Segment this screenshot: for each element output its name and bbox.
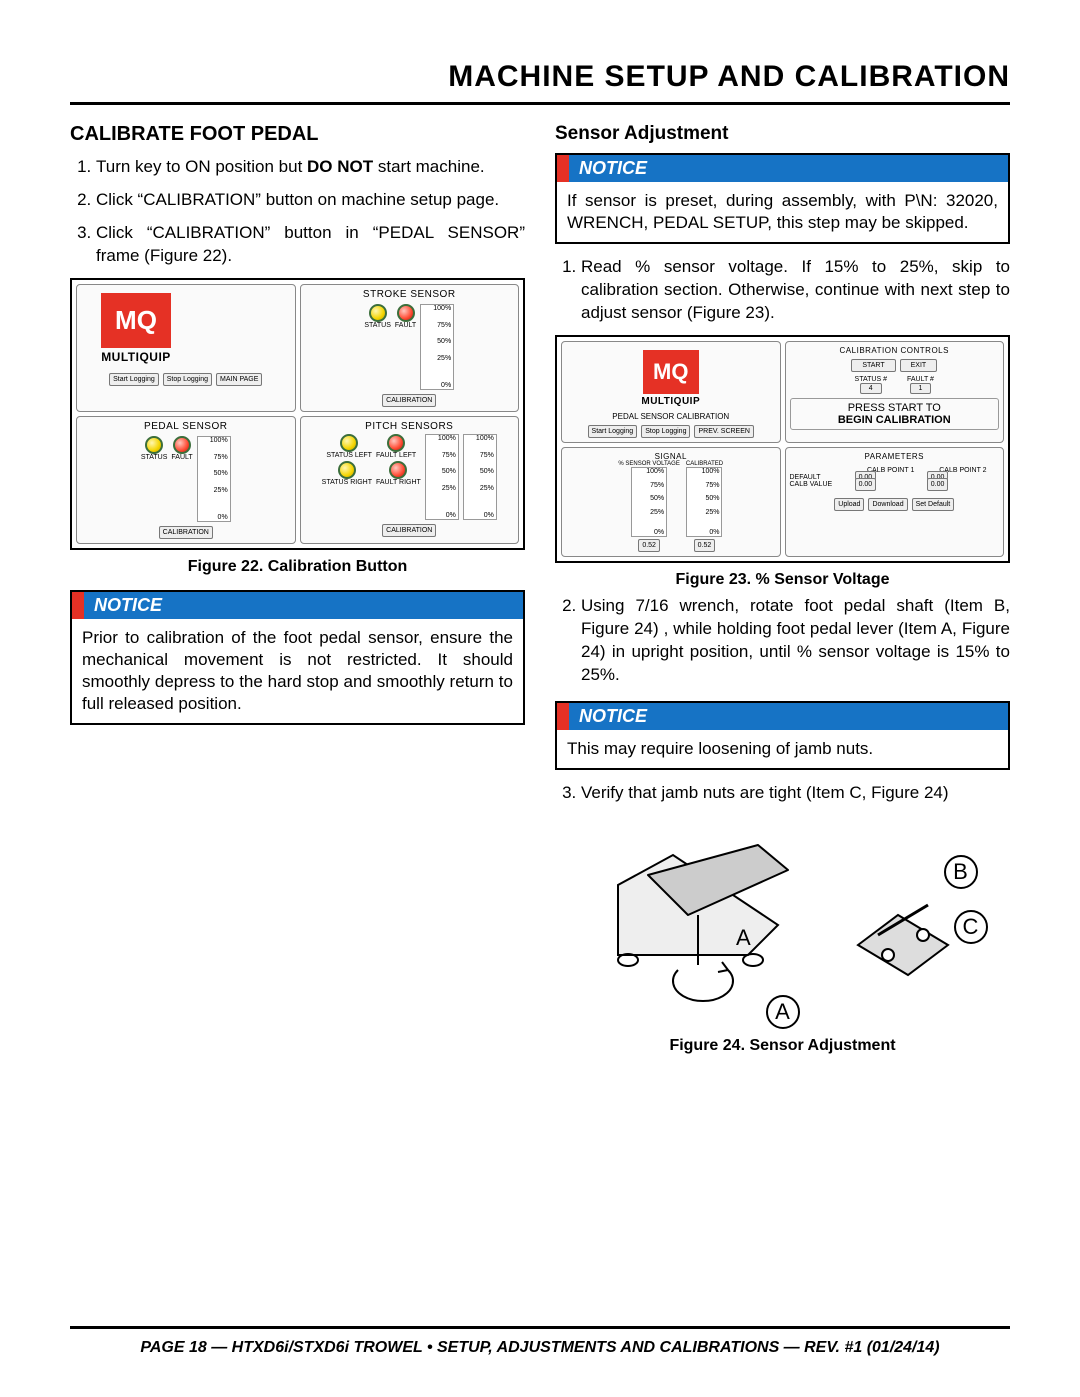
left-column: CALIBRATE FOOT PEDAL Turn key to ON posi…: [70, 123, 525, 1061]
start-button[interactable]: START: [851, 359, 895, 372]
mq-logo-icon: MQ: [101, 293, 171, 348]
notice-box-r2: NOTICE This may require loosening of jam…: [555, 701, 1010, 770]
cal-gauge: 100% 75% 50% 25% 0%: [686, 467, 722, 537]
sensor-steps-a: Read % sensor voltage. If 15% to 25%, sk…: [555, 256, 1010, 325]
notice-text: If sensor is preset, during assembly, wi…: [557, 182, 1008, 242]
figure-22-caption: Figure 22. Calibration Button: [70, 558, 525, 576]
callout-c: C: [954, 910, 988, 944]
pitch-gauge-l: 100% 75% 50% 25% 0%: [425, 434, 459, 520]
signal-panel: SIGNAL % SENSOR VOLTAGE 100% 75% 50% 25%…: [561, 447, 781, 557]
calibration-button[interactable]: CALIBRATION: [159, 526, 213, 539]
status-value: 4: [860, 383, 882, 394]
fault-led-icon: [173, 436, 191, 454]
callout-a: A: [766, 995, 800, 1029]
parameters-panel: PARAMETERS CALB POINT 1CALB POINT 2 DEFA…: [785, 447, 1005, 557]
notice-label: NOTICE: [557, 155, 1008, 182]
logo-psc-panel: MQ MULTIQUIP PEDAL SENSOR CALIBRATION St…: [561, 341, 781, 443]
calibration-button[interactable]: CALIBRATION: [382, 394, 436, 407]
r-step-3: Verify that jamb nuts are tight (Item C,…: [581, 782, 1010, 805]
fault-right-led-icon: [389, 461, 407, 479]
pedal-sensor-panel: PEDAL SENSOR STATUS FAULT 100% 75% 50% 2…: [76, 416, 296, 544]
figure-23-caption: Figure 23. % Sensor Voltage: [555, 571, 1010, 589]
notice-label: NOTICE: [557, 703, 1008, 730]
figure-24-caption: Figure 24. Sensor Adjustment: [555, 1037, 1010, 1055]
svg-text:A: A: [736, 925, 751, 950]
figure-23-screen: MQ MULTIQUIP PEDAL SENSOR CALIBRATION St…: [555, 335, 1010, 563]
callout-b: B: [944, 855, 978, 889]
calibrate-steps: Turn key to ON position but DO NOT start…: [70, 156, 525, 268]
notice-box-r1: NOTICE If sensor is preset, during assem…: [555, 153, 1010, 244]
foot-pedal-icon: A: [578, 815, 828, 1005]
status-led-icon: [145, 436, 163, 454]
calibrate-heading: CALIBRATE FOOT PEDAL: [70, 123, 525, 146]
sv-gauge: 100% 75% 50% 25% 0%: [631, 467, 667, 537]
calb-cp1: 0.00: [855, 478, 877, 491]
download-button[interactable]: Download: [868, 498, 907, 511]
r-step-2: Using 7/16 wrench, rotate foot pedal sha…: [581, 595, 1010, 687]
calb-cp2: 0.00: [927, 478, 949, 491]
stroke-sensor-panel: STROKE SENSOR STATUS FAULT 100% 75% 50% …: [300, 284, 520, 412]
step-3: Click “CALIBRATION” button in “PEDAL SEN…: [96, 222, 525, 268]
upload-button[interactable]: Upload: [834, 498, 864, 511]
cal-value: 0.52: [694, 539, 716, 552]
start-logging-button[interactable]: Start Logging: [588, 425, 638, 438]
notice-text: This may require loosening of jamb nuts.: [557, 730, 1008, 768]
notice-box-1: NOTICE Prior to calibration of the foot …: [70, 590, 525, 725]
prev-screen-button[interactable]: PREV. SCREEN: [694, 425, 753, 438]
main-page-button[interactable]: MAIN PAGE: [216, 373, 262, 386]
sensor-adjustment-heading: Sensor Adjustment: [555, 123, 1010, 145]
pedal-gauge: 100% 75% 50% 25% 0%: [197, 436, 231, 522]
calibration-button[interactable]: CALIBRATION: [382, 524, 436, 537]
right-column: Sensor Adjustment NOTICE If sensor is pr…: [555, 123, 1010, 1061]
mq-brand: MULTIQUIP: [641, 396, 700, 407]
set-default-button[interactable]: Set Default: [912, 498, 955, 511]
cal-controls-panel: CALIBRATION CONTROLS START EXIT STATUS #…: [785, 341, 1005, 443]
figure-24-diagram: A B C: [555, 815, 1010, 1005]
r-step-1: Read % sensor voltage. If 15% to 25%, sk…: [581, 256, 1010, 325]
begin-line2: BEGIN CALIBRATION: [794, 414, 996, 426]
sv-value: 0.52: [638, 539, 660, 552]
figure-22-screen: MQ MULTIQUIP Start Logging Stop Logging …: [70, 278, 525, 550]
psc-label: PEDAL SENSOR CALIBRATION: [566, 412, 776, 421]
sensor-steps-b: Using 7/16 wrench, rotate foot pedal sha…: [555, 595, 1010, 687]
status-left-led-icon: [340, 434, 358, 452]
start-logging-button[interactable]: Start Logging: [109, 373, 159, 386]
begin-line1: PRESS START TO: [794, 402, 996, 414]
page-title: MACHINE SETUP AND CALIBRATION: [70, 60, 1010, 105]
fault-led-icon: [397, 304, 415, 322]
pitch-gauge-r: 100% 75% 50% 25% 0%: [463, 434, 497, 520]
notice-text: Prior to calibration of the foot pedal s…: [72, 619, 523, 723]
step-1: Turn key to ON position but DO NOT start…: [96, 156, 525, 179]
pitch-sensors-panel: PITCH SENSORS STATUS LEFT FAULT LEFT STA…: [300, 416, 520, 544]
notice-label: NOTICE: [72, 592, 523, 619]
fault-value: 1: [910, 383, 932, 394]
stop-logging-button[interactable]: Stop Logging: [641, 425, 690, 438]
logo-panel: MQ MULTIQUIP Start Logging Stop Logging …: [76, 284, 296, 412]
sensor-steps-c: Verify that jamb nuts are tight (Item C,…: [555, 782, 1010, 805]
mq-brand: MULTIQUIP: [101, 350, 171, 364]
page-footer: PAGE 18 — HTXD6i/STXD6i TROWEL • SETUP, …: [70, 1326, 1010, 1357]
fault-left-led-icon: [387, 434, 405, 452]
mq-logo-icon: MQ: [643, 350, 699, 394]
status-right-led-icon: [338, 461, 356, 479]
exit-button[interactable]: EXIT: [900, 359, 938, 372]
stop-logging-button[interactable]: Stop Logging: [163, 373, 212, 386]
stroke-gauge: 100% 75% 50% 25% 0%: [420, 304, 454, 390]
step-2: Click “CALIBRATION” button on machine se…: [96, 189, 525, 212]
status-led-icon: [369, 304, 387, 322]
